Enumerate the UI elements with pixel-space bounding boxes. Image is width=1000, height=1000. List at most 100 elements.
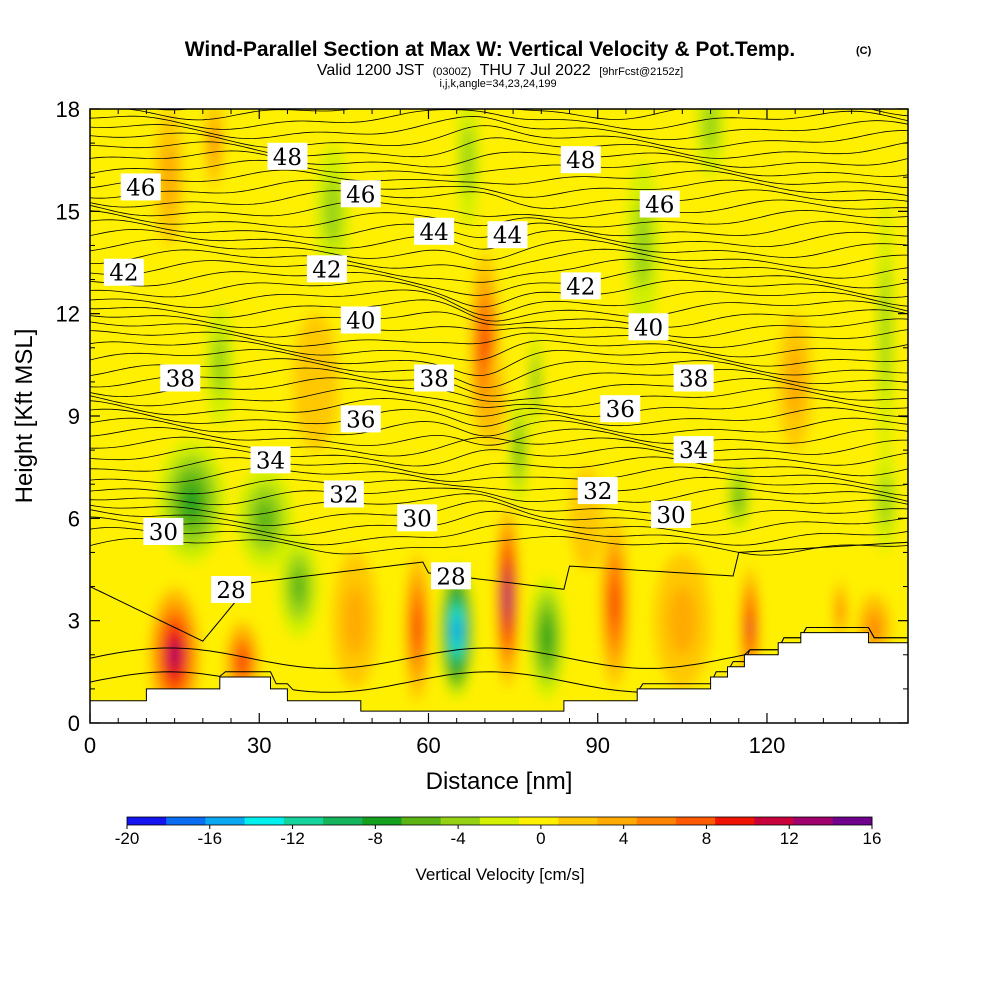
theta-label-text: 34 bbox=[256, 448, 285, 474]
colorbar-tick-label: -4 bbox=[451, 829, 466, 848]
theta-contour-line bbox=[90, 407, 908, 427]
theta-label: 34 bbox=[250, 446, 291, 474]
theta-label-box bbox=[414, 217, 455, 245]
theta-label: 48 bbox=[560, 146, 601, 174]
theta-label: 42 bbox=[306, 255, 347, 283]
theta-label-text: 42 bbox=[566, 274, 595, 300]
chart-subtitle: Valid 1200 JST (0300Z) THU 7 Jul 2022 [9… bbox=[317, 62, 683, 79]
colorbar: -20 -16 -12 -8 -4 0 4 8 12 16 bbox=[115, 816, 882, 848]
theta-label-box bbox=[397, 504, 438, 532]
x-axis-label: Distance [nm] bbox=[426, 768, 573, 795]
y-tick-label: 9 bbox=[68, 404, 80, 429]
theta-label-text: 48 bbox=[566, 148, 595, 174]
colorbar-tick-label: 16 bbox=[863, 829, 882, 848]
theta-label-box bbox=[103, 258, 144, 286]
theta-label-text: 32 bbox=[329, 482, 358, 508]
theta-label-text: 36 bbox=[346, 407, 375, 433]
vv-cell bbox=[703, 109, 718, 152]
vv-cell bbox=[838, 602, 842, 619]
theta-label-text: 30 bbox=[149, 520, 178, 546]
colorbar-swatch bbox=[597, 817, 638, 825]
vv-cell bbox=[634, 202, 652, 289]
theta-contour-line bbox=[90, 456, 908, 477]
y-tick-label: 3 bbox=[68, 609, 80, 634]
theta-label: 44 bbox=[414, 217, 455, 246]
theta-label: 34 bbox=[673, 436, 714, 464]
theta-label: 42 bbox=[103, 258, 144, 287]
vv-cell bbox=[324, 177, 342, 246]
colorbar-swatch bbox=[166, 817, 206, 825]
theta-contour-line bbox=[90, 116, 908, 140]
theta-contour-line bbox=[90, 627, 908, 693]
theta-contour-line bbox=[90, 541, 908, 642]
colorbar-tick-label: 0 bbox=[536, 829, 545, 848]
x-tick-label: 0 bbox=[84, 733, 96, 758]
theta-contour-line bbox=[90, 487, 908, 506]
theta-label: 40 bbox=[340, 306, 381, 334]
vv-cell bbox=[343, 586, 367, 655]
vv-cell bbox=[542, 622, 552, 654]
vv-cell bbox=[293, 313, 339, 451]
vv-cell bbox=[515, 431, 522, 469]
theta-label-text: 48 bbox=[273, 145, 302, 171]
theta-label: 32 bbox=[577, 477, 618, 505]
colorbar-swatch bbox=[519, 817, 559, 825]
theta-label: 42 bbox=[560, 272, 601, 300]
theta-label-text: 30 bbox=[403, 506, 432, 532]
subtitle-valid: Valid 1200 JST bbox=[317, 62, 425, 79]
vv-cell bbox=[212, 334, 227, 396]
y-axis-label: Height [Kft MSL] bbox=[11, 329, 38, 504]
theta-label: 30 bbox=[397, 504, 438, 532]
theta-contour-line bbox=[90, 159, 908, 177]
theta-label: 40 bbox=[628, 313, 669, 341]
theta-contour-line bbox=[90, 358, 908, 388]
theta-label-text: 28 bbox=[216, 578, 245, 604]
theta-label: 38 bbox=[414, 364, 455, 392]
y-tick-label: 6 bbox=[68, 506, 80, 531]
theta-label-box bbox=[414, 364, 455, 392]
theta-contour-line bbox=[90, 189, 908, 209]
vv-cell bbox=[879, 475, 892, 527]
theta-label-box bbox=[639, 190, 680, 218]
y-tick-label: 15 bbox=[56, 199, 80, 224]
colorbar-tick-label: -20 bbox=[115, 829, 140, 848]
colorbar-swatch bbox=[401, 817, 442, 825]
terrain bbox=[90, 632, 908, 723]
theta-contour-line bbox=[90, 377, 908, 403]
theta-label-box bbox=[250, 446, 291, 474]
colorbar-tick-label: 8 bbox=[702, 829, 711, 848]
theta-contour-line bbox=[123, 109, 908, 121]
chart-title: Wind-Parallel Section at Max W: Vertical… bbox=[185, 38, 796, 61]
theta-contour-line bbox=[90, 199, 908, 219]
colorbar-tick-label: 12 bbox=[780, 829, 799, 848]
colorbar-swatch bbox=[440, 817, 481, 825]
theta-contour-line bbox=[90, 523, 908, 546]
theta-label-box bbox=[340, 180, 381, 208]
theta-contour-line bbox=[90, 436, 908, 457]
grid-info: i,j,k,angle=34,23,24,199 bbox=[439, 78, 556, 90]
vv-cell bbox=[881, 262, 890, 399]
theta-contour-line bbox=[152, 109, 598, 111]
theta-label-text: 40 bbox=[346, 308, 375, 334]
theta-label-text: 42 bbox=[312, 257, 341, 283]
theta-contour-line bbox=[90, 500, 908, 526]
vv-cell bbox=[491, 373, 501, 425]
colorbar-swatch bbox=[244, 817, 285, 825]
theta-label-box bbox=[160, 364, 201, 392]
colorbar-tick-label: -8 bbox=[368, 829, 383, 848]
vv-cell bbox=[748, 617, 752, 638]
theta-label-text: 40 bbox=[634, 315, 663, 341]
vv-cell bbox=[611, 586, 618, 621]
theta-contour-line bbox=[90, 150, 908, 168]
theta-label-box bbox=[340, 306, 381, 334]
theta-label-box bbox=[673, 436, 714, 464]
theta-label-text: 46 bbox=[126, 175, 155, 201]
colorbar-swatch bbox=[127, 817, 167, 825]
colorbar-swatch bbox=[283, 817, 324, 825]
colorbar-swatch bbox=[675, 817, 716, 825]
x-tick-label: 120 bbox=[749, 733, 786, 758]
